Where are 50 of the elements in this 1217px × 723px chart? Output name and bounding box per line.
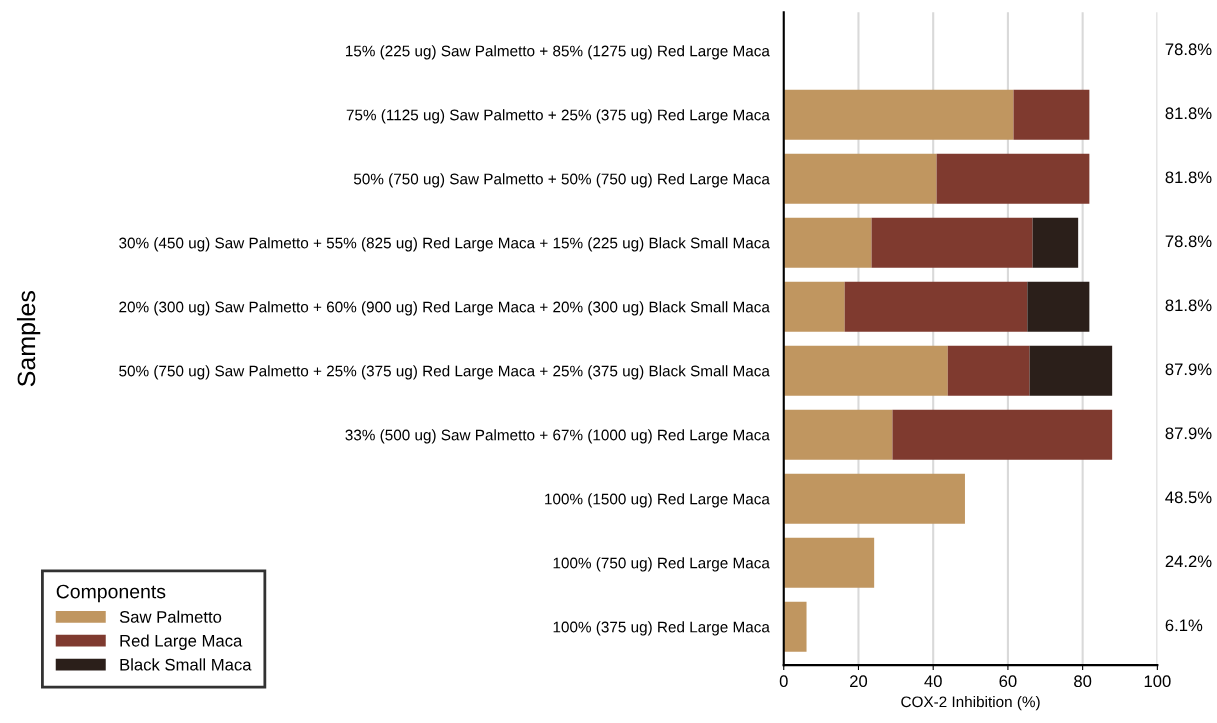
- y-tick-label: 100% (750 ug) Red Large Maca: [553, 557, 770, 572]
- x-tick-label: 100: [1144, 675, 1171, 688]
- x-tick-label: 40: [924, 675, 942, 688]
- bar: [1032, 217, 1079, 268]
- x-tick-label: 20: [850, 675, 868, 688]
- y-tick-label: 30% (450 ug) Saw Palmetto + 55% (825 ug) Red Large Maca + 15% (225 ug) Black Small Maca: [119, 237, 770, 252]
- legend-title: Components: [56, 584, 166, 603]
- text: 81.8%: [1165, 107, 1212, 120]
- y-tick-label: 50% (750 ug) Saw Palmetto + 25% (375 ug) Red Large Maca + 25% (375 ug) Black Small Maca: [119, 365, 770, 380]
- y-tick-label: 33% (500 ug) Saw Palmetto + 67% (1000 ug) Red Large Maca: [345, 429, 770, 444]
- text: 24.2%: [1165, 555, 1212, 568]
- x-tick-label: 0: [779, 675, 788, 688]
- y-tick-label: 15% (225 ug) Saw Palmetto + 85% (1275 ug) Red Large Maca: [346, 45, 770, 60]
- bar: [1029, 345, 1113, 396]
- x-axis-title: COX-2 Inhibition (%): [901, 695, 1040, 711]
- text: 78.8%: [1165, 235, 1212, 248]
- legend-label: Saw Palmetto: [119, 610, 222, 623]
- bar: [783, 537, 875, 588]
- x-tick-label: 80: [1074, 675, 1092, 688]
- bar: [892, 409, 1113, 460]
- bar: [783, 153, 937, 204]
- bar: [783, 473, 965, 524]
- text: 87.9%: [1165, 363, 1212, 376]
- text: 6.1%: [1165, 619, 1203, 632]
- text: 81.8%: [1165, 299, 1212, 312]
- y-tick-label: 50% (750 ug) Saw Palmetto + 50% (750 ug) Red Large Maca: [353, 173, 770, 188]
- bar: [936, 153, 1090, 204]
- bar: [1013, 89, 1090, 140]
- bar: [783, 345, 948, 396]
- bar: [783, 601, 807, 652]
- text: 48.5%: [1165, 491, 1212, 504]
- x-tick-label: 60: [999, 675, 1017, 688]
- bar: [1027, 281, 1090, 332]
- y-tick-label: 20% (300 ug) Saw Palmetto + 60% (900 ug) Red Large Maca + 20% (300 ug) Black Small Maca: [119, 301, 770, 316]
- bar: [783, 409, 893, 460]
- y-tick-label: 75% (1125 ug) Saw Palmetto + 25% (375 ug) Red Large Maca: [346, 109, 770, 124]
- text: 81.8%: [1165, 171, 1212, 184]
- y-axis-title: Samples: [16, 290, 41, 387]
- text: 78.8%: [1165, 43, 1212, 56]
- y-tick-label: 100% (1500 ug) Red Large Maca: [545, 493, 770, 508]
- bar: [871, 217, 1033, 268]
- y-tick-label: 100% (375 ug) Red Large Maca: [553, 621, 770, 636]
- bar: [844, 281, 1028, 332]
- bar: [783, 89, 1014, 140]
- legend-label: Black Small Maca: [120, 658, 252, 671]
- legend-label: Red Large Maca: [120, 634, 243, 650]
- bar: [783, 217, 872, 268]
- bar: [783, 281, 845, 332]
- text: 87.9%: [1165, 427, 1212, 440]
- bar: [947, 345, 1030, 396]
